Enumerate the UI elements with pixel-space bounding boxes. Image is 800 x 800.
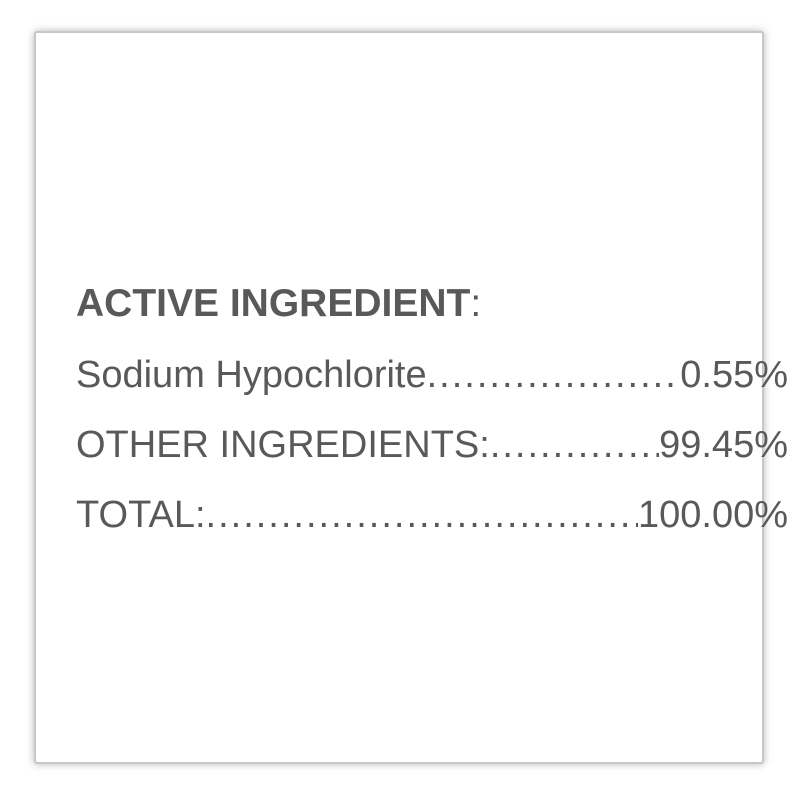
ingredient-row-total: TOTAL: 100.00% xyxy=(76,496,788,536)
ingredient-percentage: 99.45% xyxy=(659,424,788,466)
ingredient-name: OTHER INGREDIENTS: xyxy=(76,424,490,466)
active-ingredient-heading-colon: : xyxy=(470,282,482,325)
active-ingredient-heading: ACTIVE INGREDIENT: xyxy=(76,284,481,323)
ingredient-name: TOTAL: xyxy=(76,494,206,536)
ingredient-name: Sodium Hypochlorite xyxy=(76,354,427,396)
dot-leader xyxy=(490,426,659,466)
ingredient-percentage: 100.00% xyxy=(637,494,788,536)
ingredient-percentage: 0.55% xyxy=(680,354,788,396)
ingredient-row-sodium-hypochlorite: Sodium Hypochlorite 0.55% xyxy=(76,356,788,396)
ingredient-label-panel: ACTIVE INGREDIENT: Sodium Hypochlorite 0… xyxy=(34,31,788,764)
active-ingredient-heading-text: ACTIVE INGREDIENT xyxy=(76,282,471,325)
dot-leader xyxy=(206,496,638,536)
ingredient-row-other-ingredients: OTHER INGREDIENTS: 99.45% xyxy=(76,426,788,466)
dot-leader xyxy=(427,356,681,396)
